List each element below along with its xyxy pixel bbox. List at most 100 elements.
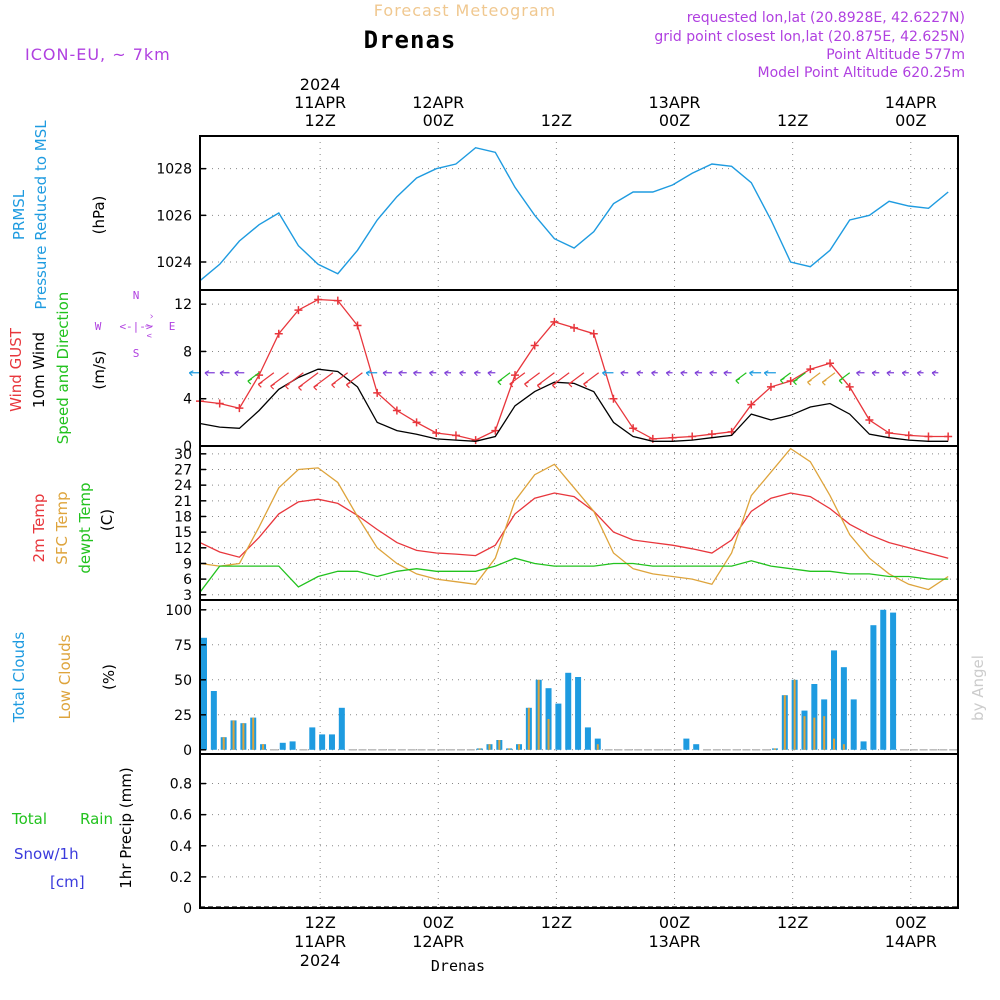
- wind-arrow-head: [429, 370, 434, 377]
- total-cloud-bar: [831, 650, 838, 750]
- low-clouds-label: Low Clouds: [56, 634, 74, 719]
- gust-marker: [589, 329, 598, 338]
- top-time-label: 13APR: [648, 93, 700, 112]
- gust-marker: [786, 377, 795, 385]
- temp-series-0: [199, 492, 949, 559]
- panel-frame: [199, 135, 959, 291]
- wind-arrow-head: [257, 381, 263, 388]
- total-cloud-bar: [811, 684, 818, 750]
- wind-arrow-head: [509, 381, 515, 388]
- gust-marker: [747, 400, 756, 409]
- gust-label: Wind GUST: [7, 327, 25, 412]
- compass-rose: N S W E <-|-> ^ | v: [95, 289, 176, 360]
- precip-unit: 1hr Precip (mm): [117, 767, 135, 888]
- total-cloud-bar: [575, 677, 582, 750]
- wind-arrow-head: [665, 370, 671, 377]
- low-cloud-bar: [508, 748, 511, 750]
- temp2m-label: 2m Temp: [30, 494, 48, 563]
- gust-marker: [707, 430, 716, 439]
- y-tick-label: 0: [183, 439, 192, 455]
- compass-w: W: [95, 320, 102, 333]
- low-cloud-bar: [803, 716, 806, 750]
- gust-marker: [845, 382, 854, 391]
- bottom-time-label: 00Z: [659, 913, 690, 932]
- y-tick-label: 24: [174, 478, 192, 494]
- total-cloud-bar: [594, 738, 601, 750]
- y-tick-label: 100: [165, 603, 192, 619]
- snow-label: Snow/1h: [14, 845, 79, 863]
- total-cloud-bar: [328, 734, 335, 750]
- total-cloud-bar: [890, 612, 897, 750]
- bottom-time-label: 12Z: [777, 913, 808, 932]
- y-tick-label: 30: [174, 447, 192, 463]
- wind-direction-arrow: [298, 372, 319, 388]
- total-cloud-bar: [319, 734, 326, 750]
- top-time-label: 00Z: [423, 111, 454, 130]
- total-cloud-bar: [565, 672, 572, 750]
- dewpt-label: dewpt Temp: [76, 482, 94, 573]
- wind-arrow-head: [188, 370, 194, 377]
- total-cloud-bar: [880, 609, 887, 750]
- top-time-label: 2024: [300, 75, 341, 94]
- top-time-label: 12Z: [777, 111, 808, 130]
- wind-unit: (m/s): [90, 350, 108, 389]
- top-time-label: 11APR: [294, 93, 346, 112]
- gust-marker: [412, 418, 421, 427]
- y-tick-label: 6: [183, 572, 192, 588]
- y-tick-label: 18: [174, 509, 192, 525]
- wind-arrow-head: [536, 382, 542, 389]
- requested-coords: requested lon,lat (20.8928E, 42.6227N): [687, 10, 965, 26]
- low-cloud-bar: [783, 695, 786, 750]
- total-cloud-bar: [555, 703, 562, 750]
- total-cloud-bar: [840, 667, 847, 750]
- wind-arrow-head: [234, 370, 240, 377]
- wind-dir-label: Speed and Direction: [54, 292, 72, 445]
- wind-arrow-head: [723, 370, 729, 377]
- compass-n: N: [133, 289, 140, 302]
- wind-arrow-head: [931, 370, 937, 377]
- gust-marker: [333, 296, 342, 305]
- gust-marker: [511, 371, 520, 380]
- wind-arrow-head: [763, 370, 769, 377]
- low-cloud-bar: [518, 744, 521, 750]
- panel-frames: [199, 135, 959, 909]
- top-time-label: 00Z: [659, 111, 690, 130]
- total-cloud-bar: [584, 727, 591, 750]
- gust-marker: [314, 295, 323, 304]
- wind-arrow-head: [487, 370, 493, 377]
- gust-marker: [274, 329, 283, 338]
- gust-marker: [451, 431, 460, 440]
- wind-arrow-head: [413, 370, 418, 377]
- total-cloud-bar: [693, 744, 700, 750]
- panel-frame: [199, 753, 959, 909]
- low-cloud-bar: [773, 748, 776, 750]
- model-altitude: Model Point Altitude 620.25m: [758, 65, 965, 81]
- wind-arrow-head: [901, 370, 907, 377]
- panel-frame: [199, 289, 959, 447]
- low-cloud-bar: [262, 744, 265, 750]
- gust-marker: [766, 382, 775, 391]
- pressure-series: [199, 146, 949, 282]
- low-cloud-bar: [527, 707, 530, 750]
- low-cloud-bar: [596, 744, 599, 750]
- watermark: by Angel: [969, 655, 987, 721]
- wind-arrow-head: [838, 378, 844, 384]
- total-cloud-bar: [201, 637, 207, 750]
- wind-arrow-head: [345, 382, 351, 389]
- gust-marker: [491, 426, 500, 435]
- gust-marker: [570, 323, 579, 332]
- wind-arrow-head: [270, 383, 275, 390]
- compass-we: <-|->: [119, 320, 152, 333]
- location-name: Drenas: [364, 26, 457, 54]
- top-time-label: 12Z: [304, 111, 335, 130]
- wind-direction-arrow: [285, 372, 304, 387]
- y-tick-label: 0.2: [170, 870, 192, 886]
- gust-marker: [235, 404, 244, 413]
- y-tick-label: 9: [183, 556, 192, 572]
- gust-marker: [865, 416, 874, 424]
- gust-marker: [826, 359, 835, 368]
- pressure-unit: (hPa): [90, 196, 108, 235]
- gust-marker: [806, 365, 815, 374]
- gust-marker: [373, 388, 382, 397]
